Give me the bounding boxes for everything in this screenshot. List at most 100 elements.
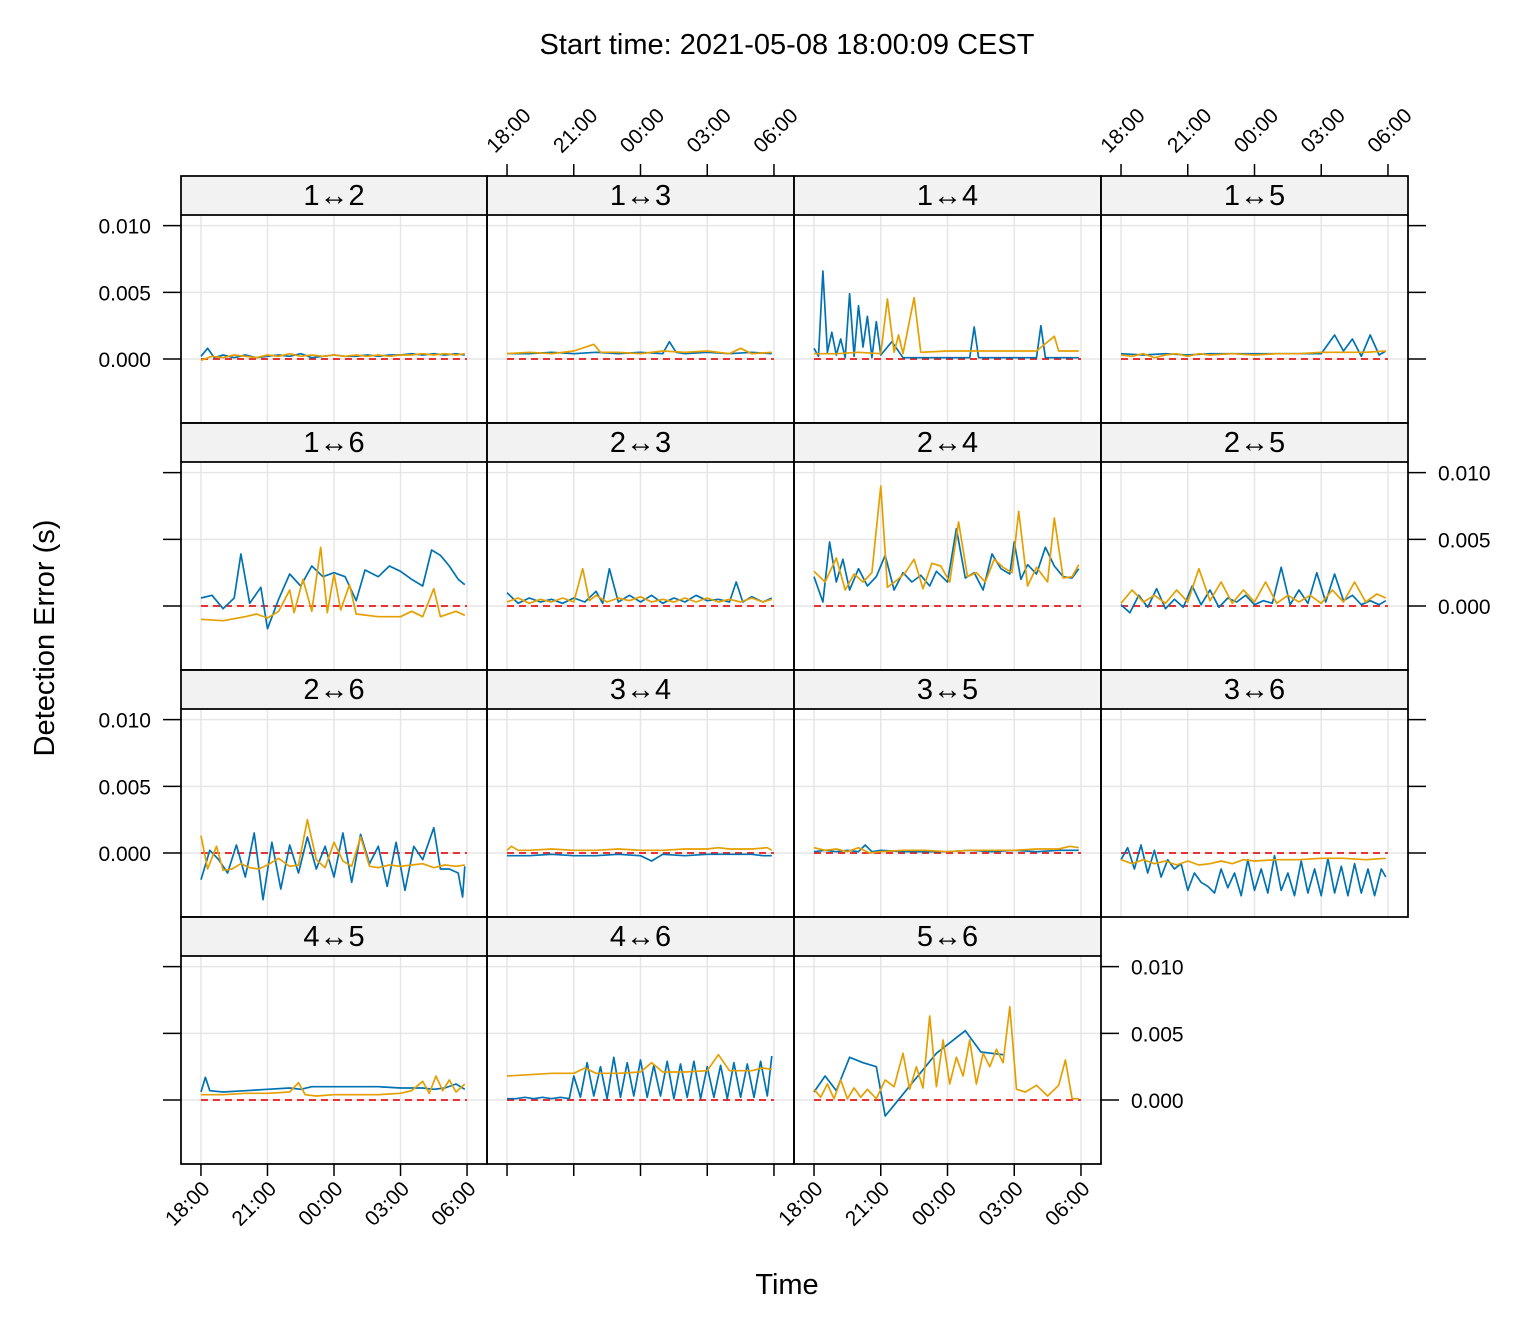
panel: 1↔6 xyxy=(180,422,488,671)
x-tick-label: 18:00 xyxy=(1096,104,1149,157)
panel-strip xyxy=(793,669,1102,710)
panel-strip-label: 4↔5 xyxy=(303,921,364,953)
panel-strip-label: 4↔6 xyxy=(610,921,671,953)
panel: 1↔3 xyxy=(486,175,795,424)
y-tick-label: 0.005 xyxy=(98,282,151,305)
series-line-b xyxy=(813,485,1080,591)
y-tick-label: 0.000 xyxy=(98,843,151,866)
panel: 1↔4 xyxy=(793,175,1102,424)
panel: 2↔6 xyxy=(180,669,488,918)
panel: 1↔2 xyxy=(180,175,488,424)
panel-outline xyxy=(1100,669,1409,918)
series-line-b xyxy=(200,818,465,872)
y-tick-label: 0.005 xyxy=(98,776,151,799)
series-line-b xyxy=(1120,857,1386,866)
series-line-a xyxy=(813,270,1079,359)
x-tick-label: 18:00 xyxy=(161,1177,214,1230)
panel-strip-label: 2↔4 xyxy=(917,427,978,459)
series-line-b xyxy=(506,343,772,355)
panel: 4↔5 xyxy=(180,916,488,1165)
y-tick-label: 0.010 xyxy=(1438,463,1491,486)
series-line-a xyxy=(813,1029,1004,1117)
series-line-b xyxy=(1120,350,1386,359)
x-tick-label: 21:00 xyxy=(841,1177,894,1230)
series-line-b xyxy=(506,845,773,852)
panel-strip xyxy=(486,916,795,957)
series-line-a xyxy=(507,1055,773,1100)
y-tick-label: 0.000 xyxy=(1438,596,1491,619)
series-line-b xyxy=(506,567,773,605)
series-line-b xyxy=(814,296,1079,355)
x-tick-label: 06:00 xyxy=(1363,104,1416,157)
series-line-a xyxy=(507,853,772,862)
series-line-b xyxy=(200,546,466,622)
panel-strip xyxy=(1100,175,1409,216)
y-tick-label: 0.005 xyxy=(1438,529,1491,552)
series-line-b xyxy=(201,1075,466,1097)
x-tick-label: 21:00 xyxy=(1163,104,1216,157)
x-tick-label: 06:00 xyxy=(749,104,802,157)
panel: 1↔5 xyxy=(1100,175,1409,424)
panel-strip-label: 2↔3 xyxy=(610,427,671,459)
x-tick-label: 00:00 xyxy=(294,1177,347,1230)
series-line-a xyxy=(506,567,773,605)
x-tick-label: 21:00 xyxy=(228,1177,281,1230)
panel-strip xyxy=(486,669,795,710)
panel-strip-label: 3↔6 xyxy=(1224,674,1285,706)
y-tick-label: 0.010 xyxy=(98,216,151,239)
y-tick-label: 0.000 xyxy=(1131,1090,1184,1113)
y-axis-label: Detection Error (s) xyxy=(29,520,61,757)
panel-strip xyxy=(180,916,488,957)
series-line-b xyxy=(1120,567,1387,605)
y-tick-label: 0.010 xyxy=(1131,957,1184,980)
x-tick-label: 03:00 xyxy=(1297,104,1350,157)
x-tick-label: 18:00 xyxy=(774,1177,827,1230)
y-tick-label: 0.010 xyxy=(98,710,151,733)
x-tick-label: 00:00 xyxy=(616,104,669,157)
panel-strip-label: 1↔4 xyxy=(917,180,978,212)
panel: 2↔4 xyxy=(793,422,1102,671)
panel-strip-label: 5↔6 xyxy=(917,921,978,953)
panel: 2↔5 xyxy=(1100,422,1409,671)
series-line-a xyxy=(200,549,466,630)
panel-strip xyxy=(180,422,488,463)
panel-strip-label: 1↔3 xyxy=(610,180,671,212)
series-line-b xyxy=(200,352,465,362)
x-tick-label: 06:00 xyxy=(1041,1177,1094,1230)
series-line-a xyxy=(813,527,1080,603)
chart-title: Start time: 2021-05-08 18:00:09 CEST xyxy=(540,29,1035,61)
panel-strip-label: 2↔6 xyxy=(303,674,364,706)
panel-strip-label: 1↔5 xyxy=(1224,180,1285,212)
x-tick-label: 00:00 xyxy=(1230,104,1283,157)
panel-strip-label: 2↔5 xyxy=(1224,427,1285,459)
panel: 4↔6 xyxy=(486,916,795,1165)
x-tick-label: 03:00 xyxy=(974,1177,1027,1230)
panel-strip-label: 3↔4 xyxy=(610,674,671,706)
panel-strip-label: 1↔6 xyxy=(303,427,364,459)
panel: 3↔6 xyxy=(1100,669,1409,918)
series-line-b xyxy=(506,1053,772,1077)
panels-layer: 1↔2 1↔3 1↔4 1↔5 1↔6 2↔3 2↔4 2↔5 2↔6 3↔4 3↔5 3↔6 4↔5 4… xyxy=(180,175,1409,1165)
panel-strip-label: 1↔2 xyxy=(303,180,364,212)
panel-strip xyxy=(1100,422,1409,463)
series-line-a xyxy=(1120,844,1387,897)
x-tick-label: 03:00 xyxy=(361,1177,414,1230)
series-line-b xyxy=(813,1005,1079,1100)
x-tick-label: 18:00 xyxy=(482,104,535,157)
x-tick-label: 03:00 xyxy=(683,104,736,157)
series-line-b xyxy=(813,845,1079,854)
y-tick-label: 0.005 xyxy=(1131,1023,1184,1046)
panel: 5↔6 xyxy=(793,916,1102,1165)
panel: 3↔4 xyxy=(486,669,795,918)
x-axis-label: Time xyxy=(755,1269,818,1301)
y-tick-label: 0.000 xyxy=(98,349,151,372)
x-tick-label: 00:00 xyxy=(908,1177,961,1230)
series-line-a xyxy=(200,1076,466,1093)
x-tick-label: 21:00 xyxy=(549,104,602,157)
panel: 3↔5 xyxy=(793,669,1102,918)
series-line-a xyxy=(200,826,466,901)
panel: 2↔3 xyxy=(486,422,795,671)
x-tick-label: 06:00 xyxy=(427,1177,480,1230)
panel-strip-label: 3↔5 xyxy=(917,674,978,706)
